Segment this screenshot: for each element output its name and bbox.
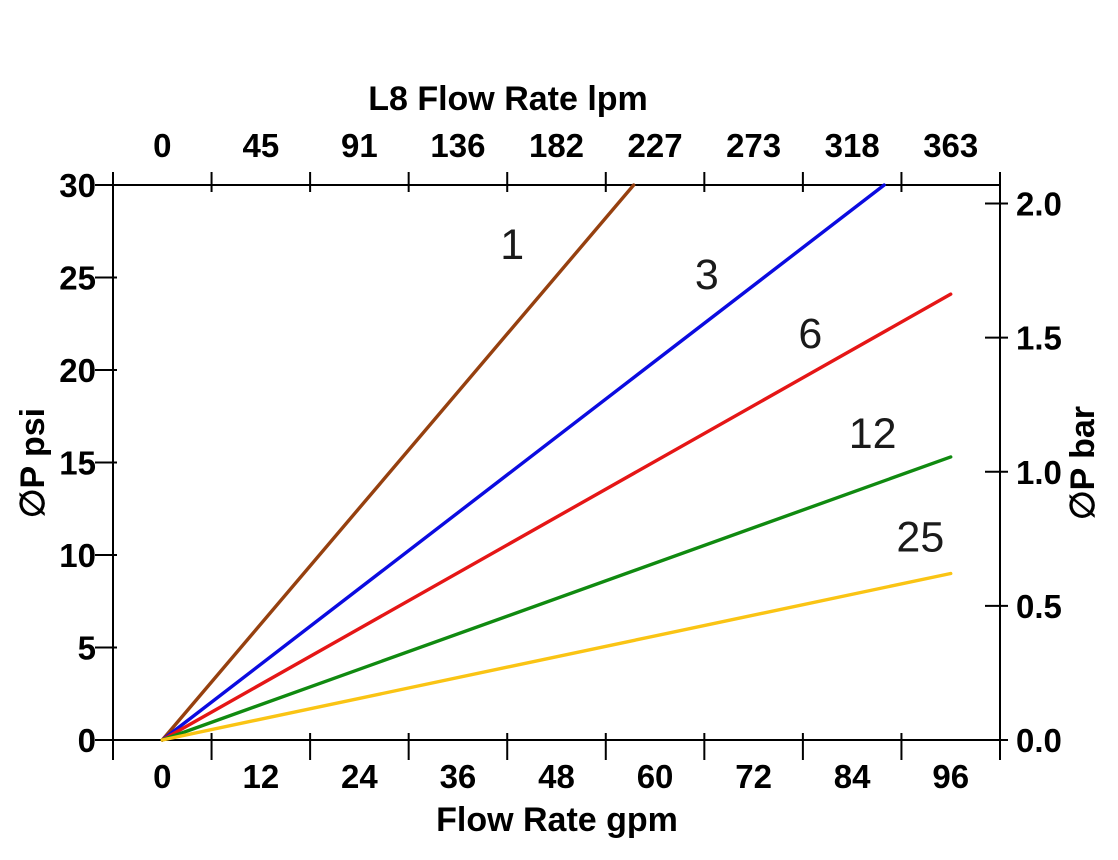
x-tick-label-gpm: 0 bbox=[153, 758, 171, 795]
y-tick-label-bar: 0.0 bbox=[1016, 722, 1062, 759]
y-tick-label-psi: 30 bbox=[59, 167, 96, 204]
y-tick-label-bar: 1.0 bbox=[1016, 454, 1062, 491]
x-tick-label-lpm: 273 bbox=[726, 127, 781, 164]
x-tick-label-lpm: 45 bbox=[242, 127, 279, 164]
x-tick-label-lpm: 91 bbox=[341, 127, 378, 164]
x-tick-label-gpm: 48 bbox=[538, 758, 575, 795]
y-tick-label-psi: 20 bbox=[59, 352, 96, 389]
series-label-3: 3 bbox=[695, 251, 719, 299]
x-tick-label-gpm: 36 bbox=[440, 758, 477, 795]
series-line-25 bbox=[160, 571, 953, 742]
series-line-6 bbox=[160, 292, 953, 742]
series-line-12 bbox=[160, 455, 953, 742]
x-tick-label-lpm: 318 bbox=[825, 127, 880, 164]
y-tick-label-bar: 0.5 bbox=[1016, 588, 1062, 625]
top-axis-title: L8 Flow Rate lpm bbox=[368, 80, 648, 118]
x-tick-label-lpm: 0 bbox=[153, 127, 171, 164]
x-tick-label-gpm: 96 bbox=[932, 758, 969, 795]
y-tick-label-psi: 15 bbox=[59, 445, 96, 482]
y-tick-label-psi: 10 bbox=[59, 537, 96, 574]
x-tick-label-lpm: 227 bbox=[628, 127, 683, 164]
x-tick-label-gpm: 84 bbox=[834, 758, 871, 795]
x-tick-label-lpm: 363 bbox=[923, 127, 978, 164]
x-tick-label-lpm: 182 bbox=[529, 127, 584, 164]
y-tick-label-psi: 0 bbox=[78, 722, 96, 759]
series-line-3 bbox=[160, 183, 886, 742]
series-label-6: 6 bbox=[798, 310, 822, 358]
left-axis-title: ∅P psi bbox=[14, 407, 52, 519]
y-tick-label-bar: 1.5 bbox=[1016, 320, 1062, 357]
series-label-12: 12 bbox=[849, 410, 897, 458]
y-tick-label-psi: 5 bbox=[78, 630, 96, 667]
x-tick-label-gpm: 72 bbox=[735, 758, 772, 795]
series-line-1 bbox=[160, 183, 636, 742]
x-tick-label-gpm: 24 bbox=[341, 758, 378, 795]
y-tick-label-bar: 2.0 bbox=[1016, 186, 1062, 223]
series-label-25: 25 bbox=[896, 514, 944, 562]
bottom-axis-title: Flow Rate gpm bbox=[436, 801, 678, 839]
y-tick-label-psi: 25 bbox=[59, 260, 96, 297]
right-axis-title: ∅P bar bbox=[1064, 405, 1102, 521]
x-tick-label-gpm: 60 bbox=[637, 758, 674, 795]
series-label-1: 1 bbox=[500, 221, 524, 269]
x-tick-label-lpm: 136 bbox=[430, 127, 485, 164]
x-tick-label-gpm: 12 bbox=[242, 758, 279, 795]
